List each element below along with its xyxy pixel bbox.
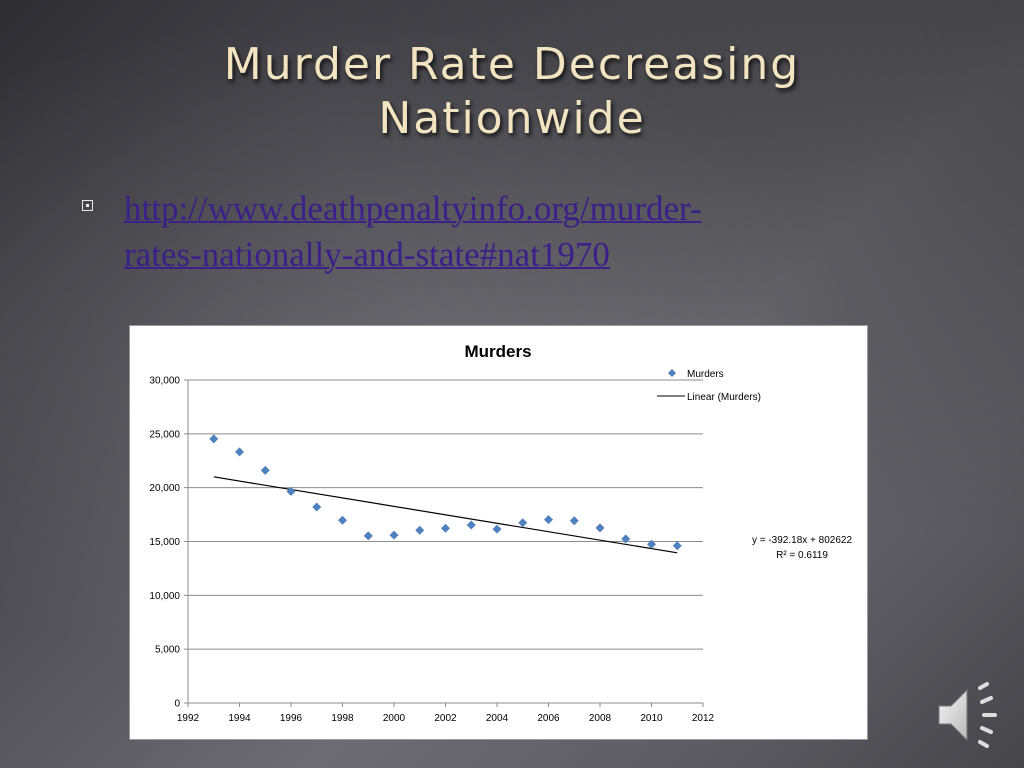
x-tick-label: 1998 [331,713,354,724]
data-point [595,523,605,533]
x-tick-label: 2010 [640,713,663,724]
data-point [338,515,347,525]
source-link[interactable]: http://www.deathpenaltyinfo.org/murder- … [124,186,924,278]
x-tick-label: 1992 [177,713,200,724]
murders-chart: 0 5,000 10,000 15,000 20,000 25,000 30,000 199… [129,325,868,740]
x-tick-label: 2006 [537,713,560,724]
speaker-icon[interactable] [935,682,1005,748]
legend-marker-icon [668,369,676,377]
legend-trendline-label: Linear (Murders) [687,392,761,403]
data-point [312,502,322,512]
data-point [363,531,373,541]
x-tick-label: 2002 [434,713,457,724]
x-tick-label: 2008 [589,713,612,724]
data-point [389,530,399,540]
slide-title: Murder Rate Decreasing Nationwide [0,38,1024,146]
source-link-line-1[interactable]: http://www.deathpenaltyinfo.org/murder- [124,189,702,228]
data-point [647,539,656,549]
data-point [260,465,270,475]
title-line-2: Nationwide [378,93,646,144]
data-point [569,516,579,526]
data-point [621,534,631,544]
source-link-line-2[interactable]: rates-nationally-and-state#nat1970 [124,235,610,274]
x-tick-label: 2000 [383,713,406,724]
y-tick-label: 10,000 [149,591,180,602]
y-tick-label: 20,000 [149,483,180,494]
data-point [518,518,528,528]
bullet-square-icon [82,200,93,211]
chart-svg: 0 5,000 10,000 15,000 20,000 25,000 30,000 199… [149,342,853,724]
data-point [492,524,502,534]
y-axis-ticks: 0 5,000 10,000 15,000 20,000 25,000 30,000 [149,376,188,710]
data-point [209,434,219,444]
chart-title: Murders [464,342,531,361]
data-points [209,434,682,551]
x-axis-ticks: 1992 1994 1996 1998 2000 2002 2004 2006 2008 2010… [177,703,715,724]
trendline-r-squared: R² = 0.6119 [776,550,828,561]
y-tick-label: 0 [174,699,180,710]
y-tick-label: 25,000 [149,429,180,440]
x-tick-label: 2004 [486,713,509,724]
data-point [415,525,425,535]
x-tick-label: 1994 [228,713,251,724]
data-point [235,447,244,457]
trendline-equation: y = -392.18x + 802622 [752,535,853,546]
data-point [466,520,476,530]
y-tick-label: 30,000 [149,376,180,387]
data-point [286,486,296,496]
title-line-1: Murder Rate Decreasing [223,39,801,90]
chart-legend: Murders Linear (Murders) [657,369,761,403]
chart-gridlines [188,379,703,650]
y-tick-label: 15,000 [149,537,180,548]
audio-button[interactable] [935,682,1005,748]
data-point [544,515,553,525]
y-tick-label: 5,000 [155,645,180,656]
data-point [672,541,682,551]
x-tick-label: 1996 [280,713,303,724]
x-tick-label: 2012 [692,713,715,724]
data-point [441,523,450,533]
legend-series-label: Murders [687,369,724,380]
